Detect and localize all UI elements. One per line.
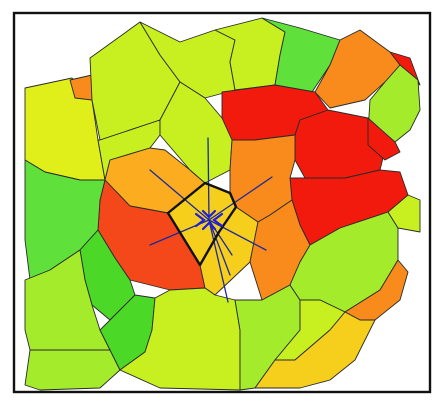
focus-cell-outline bbox=[166, 181, 238, 267]
flow-arrow-3 bbox=[201, 209, 217, 219]
diagram-frame bbox=[12, 11, 432, 394]
flow-arrow-4 bbox=[201, 221, 217, 231]
cell-right-green bbox=[367, 64, 421, 143]
flow-ray-6 bbox=[208, 219, 229, 303]
cell-bottom-left-green bbox=[24, 349, 121, 391]
flow-ray-3 bbox=[149, 169, 210, 221]
cell-bottom-right-yellow bbox=[254, 311, 376, 389]
cell-bottom-center bbox=[119, 287, 241, 391]
flow-ray-8 bbox=[208, 219, 231, 276]
flow-arrows bbox=[194, 209, 224, 231]
cell-right-small-green bbox=[387, 194, 421, 233]
flow-ray-1 bbox=[207, 137, 210, 221]
flow-arrow-2 bbox=[212, 212, 224, 228]
cell-right-red-small bbox=[367, 117, 401, 161]
voronoi-cells bbox=[24, 17, 421, 391]
flow-ray-2 bbox=[208, 176, 273, 221]
flow-ray-5 bbox=[208, 219, 267, 251]
cell-top-right-orange bbox=[314, 29, 401, 109]
flow-arrow-1 bbox=[194, 212, 206, 228]
